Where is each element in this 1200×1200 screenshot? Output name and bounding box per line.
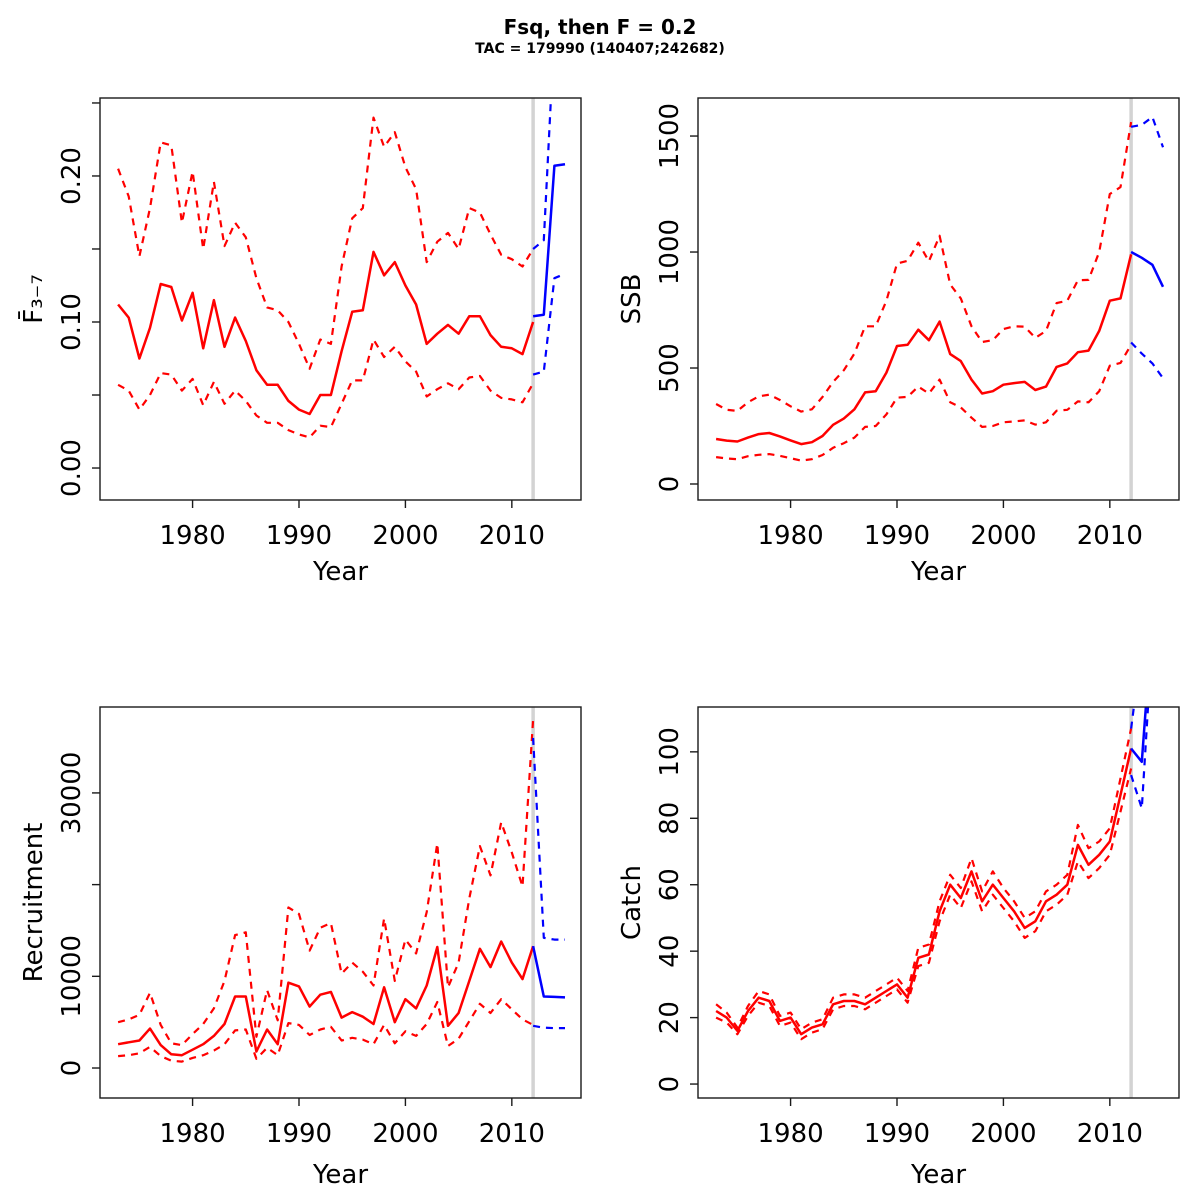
y-tick-label: 100: [655, 727, 685, 777]
y-tick-label: 30000: [57, 752, 87, 835]
median-line: [117, 940, 535, 1057]
y-tick-label: 1000: [655, 219, 685, 285]
x-tick-label: 2000: [372, 1119, 438, 1149]
median-line: [715, 748, 1133, 1036]
projection-lower-ci-line: [1130, 707, 1150, 810]
projection-upper-ci-line: [532, 98, 553, 250]
projection-upper-ci-line: [1130, 707, 1135, 729]
plot-border: [99, 706, 582, 1099]
plot-border: [697, 97, 1180, 501]
figure-title-block: Fsq, then F = 0.2 TAC = 179990 (140407;2…: [0, 14, 1200, 58]
upper-ci-line: [715, 728, 1133, 1031]
y-tick-label: 500: [655, 343, 685, 393]
y-tick-label: 0: [57, 1060, 87, 1077]
y-tick-label: 60: [655, 868, 685, 901]
projection-lower-ci-line: [532, 1024, 565, 1030]
x-axis-label: Year: [910, 557, 966, 587]
lower-ci-line: [715, 344, 1133, 462]
x-tick-label: 1990: [266, 1119, 332, 1149]
y-tick-label: 80: [655, 802, 685, 835]
y-axis-label: F̄₃₋₇: [17, 274, 49, 324]
series-group: [117, 98, 566, 439]
x-axis-label: Year: [312, 1160, 368, 1190]
ssb-chart: 1980 1990 2000 2010 0 500 1000 1500 Year SSB: [617, 97, 1180, 587]
lower-ci-line: [117, 338, 535, 439]
y-axis-label: SSB: [617, 274, 647, 325]
upper-ci-line: [715, 121, 1133, 413]
fbar-panel: 1980 1990 2000 2010 0.00 0.10 0.20 Year F̄₃₋₇: [0, 60, 600, 650]
upper-ci-line: [117, 116, 535, 370]
figure-title: Fsq, then F = 0.2: [503, 15, 697, 39]
y-tick-label: 0.20: [57, 147, 87, 205]
plot-border: [99, 97, 582, 501]
x-tick-label: 2010: [479, 521, 545, 551]
y-tick-label: 0: [655, 476, 685, 493]
x-tick-label: 1990: [864, 521, 930, 551]
projection-lower-ci-line: [1130, 341, 1164, 379]
x-tick-label: 2000: [372, 521, 438, 551]
x-tick-label: 1980: [757, 521, 823, 551]
lower-ci-line: [715, 768, 1133, 1041]
projection-median-line: [531, 945, 566, 999]
y-axis-label: Catch: [617, 865, 647, 940]
projection-upper-ci-line: [532, 737, 565, 941]
ssb-panel: 1980 1990 2000 2010 0 500 1000 1500 Year SSB: [600, 60, 1200, 650]
x-tick-label: 2010: [1077, 521, 1143, 551]
upper-ci-line: [117, 719, 535, 1047]
catch-chart: 1980 1990 2000 2010 0 20 40 60 80 100 Year Catch: [617, 706, 1180, 1190]
x-tick-label: 2000: [970, 1119, 1036, 1149]
recruitment-chart: 1980 1990 2000 2010 0 10000 30000 Year Recruitme…: [19, 706, 582, 1190]
catch-panel: 1980 1990 2000 2010 0 20 40 60 80 100 Year Catch: [600, 650, 1200, 1200]
lower-ci-line: [118, 998, 534, 1063]
series-group: [715, 115, 1165, 462]
projection-upper-ci-line: [1130, 115, 1165, 148]
fbar-chart: 1980 1990 2000 2010 0.00 0.10 0.20 Year F̄₃₋₇: [17, 97, 582, 587]
series-group: [715, 707, 1150, 1041]
median-line: [715, 254, 1133, 446]
x-tick-label: 1980: [757, 1119, 823, 1149]
x-tick-label: 2010: [1077, 1119, 1143, 1149]
x-tick-label: 2010: [479, 1119, 545, 1149]
recruitment-panel: 1980 1990 2000 2010 0 10000 30000 Year Recruitme…: [0, 650, 600, 1200]
x-tick-label: 1980: [159, 1119, 225, 1149]
figure-subtitle: TAC = 179990 (140407;242682): [475, 41, 725, 57]
projection-median-line: [1130, 707, 1148, 764]
projection-lower-ci-line: [532, 272, 566, 376]
x-axis-label: Year: [312, 557, 368, 587]
plot-border: [697, 706, 1180, 1099]
y-tick-label: 40: [655, 935, 685, 968]
x-tick-label: 1990: [864, 1119, 930, 1149]
projection-median-line: [1130, 250, 1165, 288]
x-tick-label: 1980: [159, 521, 225, 551]
y-tick-label: 0.10: [57, 293, 87, 351]
y-axis-label: Recruitment: [19, 823, 49, 983]
y-tick-label: 10000: [57, 935, 87, 1018]
median-line: [117, 250, 535, 416]
x-axis-label: Year: [910, 1160, 966, 1190]
y-tick-label: 0: [655, 1076, 685, 1093]
y-tick-label: 20: [655, 1001, 685, 1034]
x-tick-label: 1990: [266, 521, 332, 551]
y-tick-label: 0.00: [57, 439, 87, 497]
y-tick-label: 1500: [655, 103, 685, 169]
x-tick-label: 2000: [970, 521, 1036, 551]
series-group: [117, 719, 566, 1063]
projection-median-line: [532, 163, 566, 318]
